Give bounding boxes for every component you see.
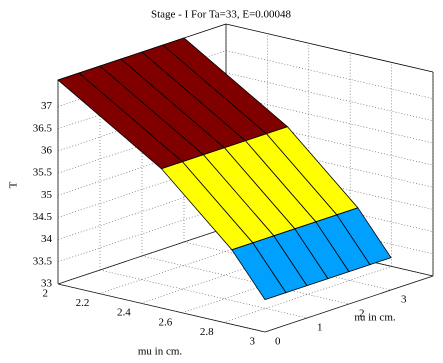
z-axis-label: T (8, 181, 20, 188)
z-tick-label: 36.5 (33, 122, 53, 134)
grid-line (57, 227, 227, 285)
z-tick-label: 34 (41, 233, 53, 245)
grid-line (225, 205, 434, 255)
z-tick-label: 34.5 (33, 211, 53, 223)
y-axis-label: nu in cm. (354, 312, 395, 324)
z-tick-label: 36 (41, 144, 53, 156)
z-tick-label: 35 (41, 189, 53, 201)
x-tick-label: 2.8 (200, 326, 214, 338)
x-tick-label: 2 (43, 288, 49, 300)
z-tick-label: 33.5 (33, 255, 53, 267)
x-tick-label: 2.6 (158, 316, 172, 328)
x-tick-label: 3 (250, 336, 256, 348)
grid-line (57, 283, 266, 333)
grid-line (225, 94, 434, 144)
chart-title: Stage - I For Ta=33, E=0.00048 (151, 9, 292, 21)
x-axis-label: mu in cm. (138, 346, 183, 358)
z-tick-label: 37 (41, 100, 53, 112)
grid-line (57, 205, 227, 263)
grid-line (223, 266, 392, 323)
y-tick-label: 0 (275, 336, 281, 348)
y-tick-label: 2 (359, 308, 365, 320)
grid-line (225, 227, 434, 277)
grid-line (141, 255, 350, 305)
grid-line (264, 275, 434, 333)
z-tick-label: 33 (41, 278, 53, 290)
x-tick-label: 2.2 (76, 297, 90, 309)
x-tick-label: 2.4 (117, 307, 131, 319)
grid-line (225, 183, 434, 232)
grid-line (99, 269, 308, 319)
surface-face (336, 207, 392, 266)
grid-line (225, 50, 434, 99)
y-tick-label: 1 (317, 322, 323, 334)
grid-line (225, 72, 434, 122)
axis-box-edge (225, 23, 434, 73)
grid-line (225, 161, 434, 210)
z-tick-label: 35.5 (33, 167, 53, 179)
grid-line (225, 116, 434, 166)
grid-line (183, 241, 392, 291)
y-tick-label: 3 (401, 294, 407, 306)
grid-line (225, 139, 434, 188)
